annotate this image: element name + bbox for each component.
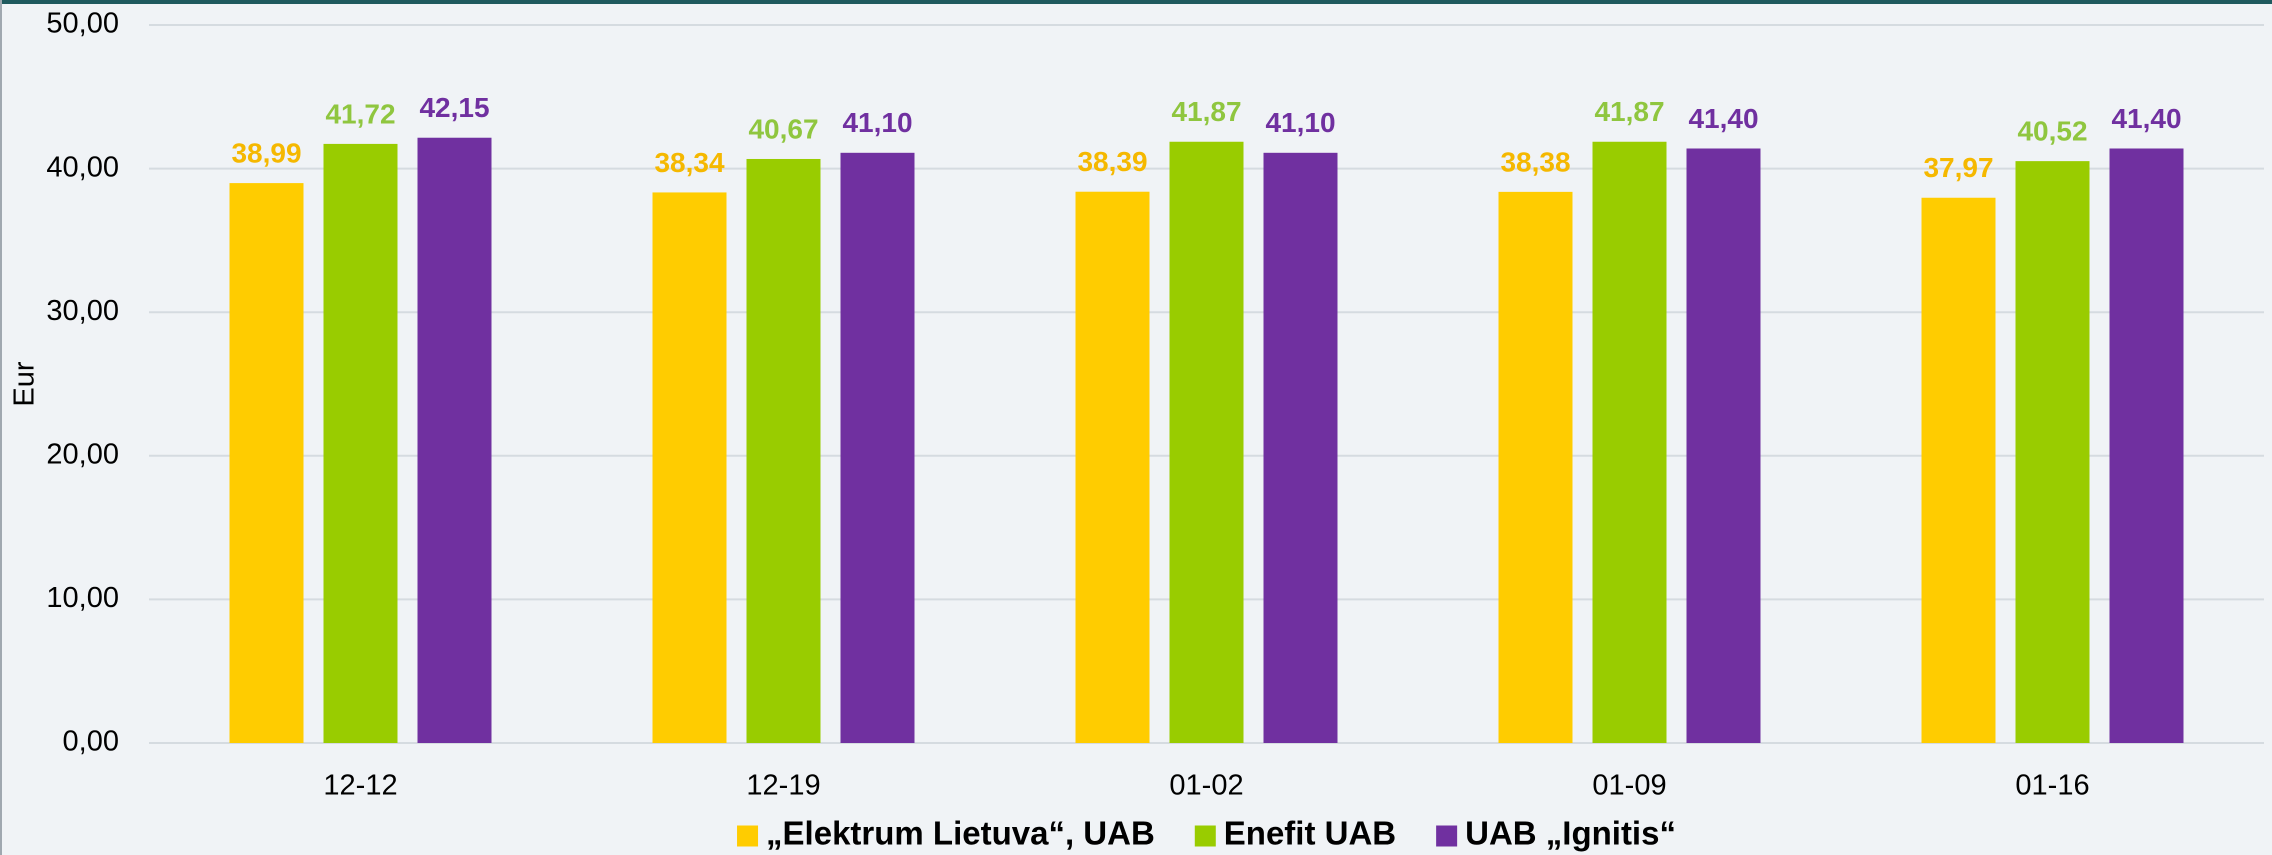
- x-tick-label: 12-12: [323, 770, 397, 802]
- bar: [2015, 161, 2090, 743]
- data-label: 41,10: [842, 107, 912, 138]
- bar: [1075, 191, 1150, 743]
- data-label: 41,40: [1688, 103, 1758, 134]
- legend-label: Enefit UAB: [1224, 815, 1396, 852]
- bar: [840, 152, 915, 743]
- y-axis-label: Eur: [9, 361, 41, 406]
- data-label: 41,87: [1171, 96, 1241, 127]
- data-label: 41,40: [2111, 103, 2181, 134]
- bar: [1263, 152, 1338, 743]
- x-tick-label: 12-19: [746, 770, 820, 802]
- legend-label: UAB „Ignitis“: [1465, 815, 1676, 852]
- data-label: 42,15: [419, 92, 489, 123]
- top-border: [0, 0, 2272, 4]
- legend-swatch: [1436, 825, 1458, 847]
- bar: [2109, 148, 2184, 744]
- x-tick-label: 01-09: [1592, 770, 1666, 802]
- data-label: 41,10: [1265, 107, 1335, 138]
- data-label: 41,87: [1594, 96, 1664, 127]
- data-label: 38,38: [1500, 146, 1570, 177]
- y-tick-label: 20,00: [46, 438, 119, 470]
- bar: [1498, 191, 1573, 743]
- legend-swatch: [1194, 825, 1216, 847]
- x-tick-label: 01-02: [1169, 770, 1243, 802]
- bar: [323, 143, 398, 743]
- bar: [1592, 141, 1667, 743]
- data-label: 38,34: [654, 147, 724, 178]
- bar: [1686, 148, 1761, 744]
- y-tick-label: 10,00: [46, 582, 119, 614]
- bar: [1169, 141, 1244, 743]
- data-label: 40,67: [748, 113, 818, 144]
- legend-swatch: [737, 825, 759, 847]
- data-label: 41,72: [325, 98, 395, 129]
- data-label: 37,97: [1923, 152, 1993, 183]
- bar: [417, 137, 492, 743]
- y-tick-label: 30,00: [46, 295, 119, 327]
- bar: [746, 158, 821, 743]
- x-tick-label: 01-16: [2015, 770, 2089, 802]
- data-label: 38,99: [231, 137, 301, 168]
- y-tick-label: 0,00: [63, 726, 119, 758]
- bar: [1921, 197, 1996, 743]
- data-label: 38,39: [1077, 146, 1147, 177]
- y-tick-label: 50,00: [46, 8, 119, 40]
- y-tick-label: 40,00: [46, 151, 119, 183]
- bar: [652, 192, 727, 743]
- data-label: 40,52: [2017, 116, 2087, 147]
- legend-label: „Elektrum Lietuva“, UAB: [766, 815, 1155, 852]
- left-border: [0, 0, 2, 855]
- bar: [229, 183, 304, 743]
